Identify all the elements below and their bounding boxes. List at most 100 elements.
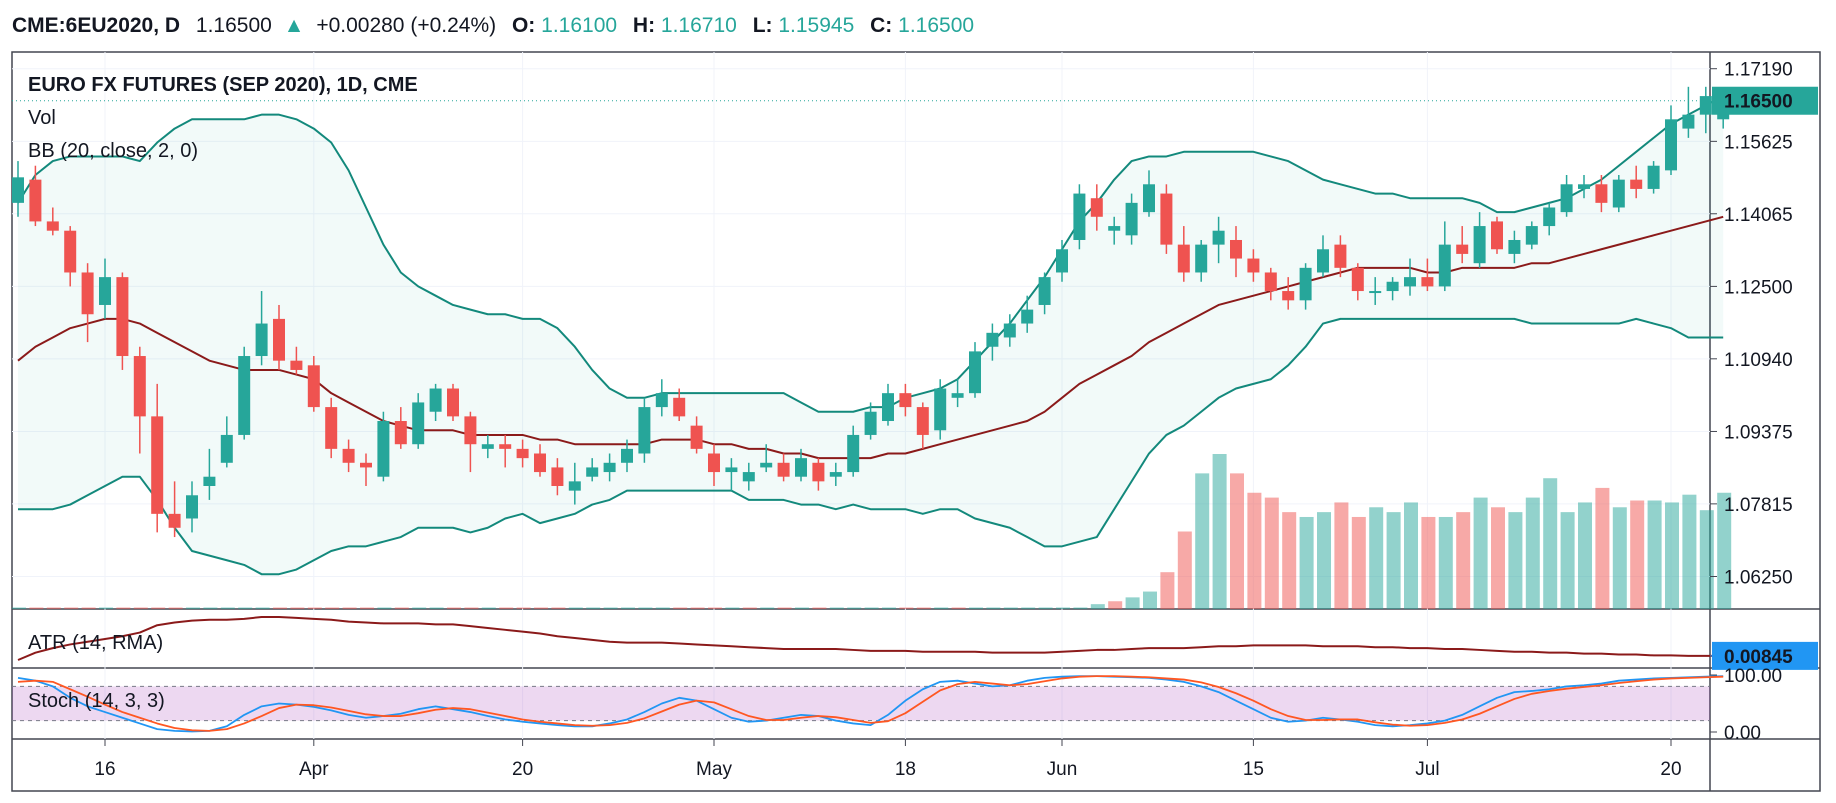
candle-body: [829, 472, 842, 477]
price-tick-label: 1.10940: [1724, 350, 1793, 371]
candle-body: [1247, 258, 1260, 273]
candle-body: [1021, 309, 1034, 324]
candle-body: [46, 221, 59, 231]
volume-bar: [1525, 497, 1540, 609]
candle-body: [1404, 277, 1416, 287]
price-tick-label: 1.12500: [1724, 277, 1793, 298]
volume-bar: [1404, 502, 1418, 609]
volume-bar: [499, 607, 514, 609]
candle-body: [586, 467, 599, 477]
volume-bars: [12, 454, 1732, 609]
time-tick-label: 18: [895, 759, 916, 780]
volume-bar: [1717, 492, 1732, 609]
volume-bar: [1682, 494, 1697, 609]
candle-body: [1264, 272, 1277, 292]
volume-bar: [1143, 591, 1157, 609]
candle-body: [360, 462, 372, 468]
open-value: 1.16100: [541, 14, 617, 37]
volume-bar: [1247, 492, 1262, 609]
volume-bar: [568, 607, 583, 609]
last-price: 1.16500: [196, 14, 272, 37]
candle-body: [899, 393, 912, 408]
candle-body: [516, 448, 529, 459]
volume-bar: [133, 607, 148, 609]
volume-bar: [1491, 507, 1505, 609]
atr-last-label: 0.00845: [1724, 647, 1793, 668]
volume-legend[interactable]: Vol: [28, 107, 56, 129]
candle-body: [1351, 267, 1364, 292]
candle-body: [168, 513, 181, 528]
price-tick-label: 1.15625: [1724, 132, 1793, 153]
volume-bar: [1421, 516, 1436, 609]
volume-bar: [1612, 507, 1627, 609]
price-tick-label: 1.09375: [1724, 422, 1793, 443]
candle-body: [760, 462, 773, 468]
volume-bar: [1177, 531, 1192, 609]
candle-body: [795, 458, 807, 477]
candle-body: [1056, 249, 1068, 273]
candle-body: [603, 462, 616, 473]
price-tick-label: 1.06250: [1724, 568, 1793, 589]
volume-bar: [1578, 502, 1592, 609]
volume-bar: [708, 607, 722, 609]
volume-bar: [1438, 516, 1453, 609]
volume-bar: [116, 607, 131, 609]
volume-bar: [969, 607, 983, 609]
volume-bar: [342, 607, 357, 609]
stoch-panel: [12, 675, 1724, 733]
bollinger-legend[interactable]: BB (20, close, 2, 0): [28, 140, 198, 162]
candle-body: [534, 453, 546, 473]
volume-bar: [220, 607, 235, 609]
volume-bar: [516, 607, 531, 609]
volume-bar: [1212, 454, 1227, 609]
candle-body: [1282, 291, 1295, 301]
volume-bar: [1351, 516, 1366, 609]
candle-body: [81, 272, 94, 315]
candle-body: [394, 421, 407, 445]
volume-bar: [951, 607, 966, 609]
candle-body: [1612, 179, 1625, 208]
high-label: H:: [633, 14, 655, 37]
volume-bar: [1090, 604, 1105, 609]
volume-bar: [1299, 516, 1314, 609]
volume-bar: [621, 607, 635, 609]
volume-bar: [638, 607, 653, 609]
atr-legend[interactable]: ATR (14, RMA): [28, 632, 163, 654]
candle-body: [986, 332, 999, 347]
candle-body: [12, 177, 24, 203]
stoch-legend[interactable]: Stoch (14, 3, 3): [28, 690, 165, 712]
candle-body: [1003, 323, 1016, 338]
candle-body: [1369, 291, 1382, 294]
volume-bar: [151, 607, 166, 609]
volume-bar: [99, 607, 113, 609]
last-price-line: 1.16500: [12, 86, 1818, 115]
grid-lines: [12, 52, 1710, 739]
volume-bar: [534, 607, 548, 609]
atr-line: [17, 616, 1724, 661]
volume-bar: [29, 607, 44, 609]
volume-bar: [1473, 497, 1488, 609]
candle-body: [1560, 184, 1573, 213]
candle-body: [99, 277, 111, 305]
volume-bar: [1317, 512, 1331, 609]
symbol-label[interactable]: CME:6EU2020, D: [12, 14, 180, 37]
volume-bar: [603, 607, 618, 609]
candle-body: [708, 453, 720, 473]
candle-body: [1473, 226, 1486, 264]
bb-lower-line: [18, 317, 1724, 576]
candle-body: [342, 448, 355, 463]
volume-bar: [916, 607, 931, 609]
chart-frame: [11, 51, 1821, 792]
atr-panel: 0.00845: [17, 616, 1818, 670]
price-tick-label: 1.14065: [1724, 205, 1793, 226]
candle-body: [951, 393, 964, 398]
candle-body: [1073, 193, 1086, 240]
volume-bar: [1125, 597, 1140, 609]
candle-body: [1386, 281, 1399, 292]
candle-body: [273, 318, 285, 361]
volume-bar: [46, 607, 61, 609]
volume-bar: [1334, 502, 1349, 609]
volume-bar: [934, 607, 949, 609]
volume-bar: [777, 607, 792, 609]
